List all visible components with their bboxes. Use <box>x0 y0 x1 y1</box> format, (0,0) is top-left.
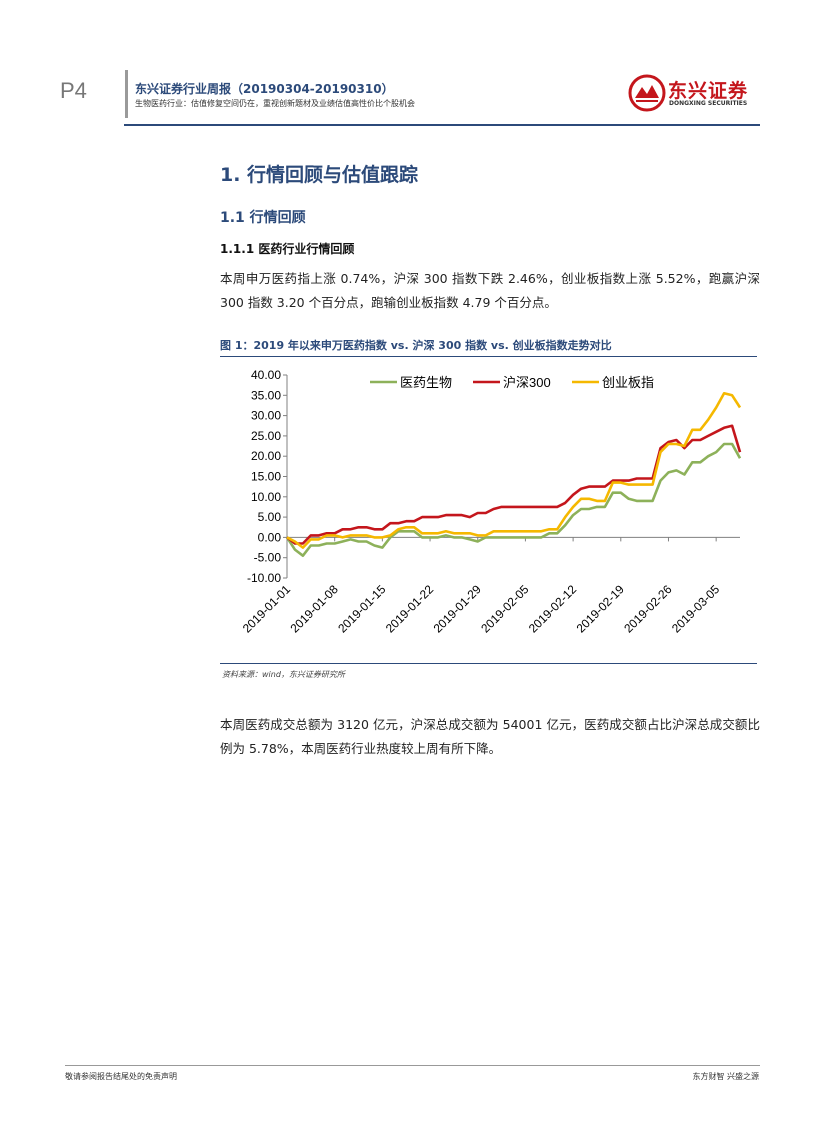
x-tick-label: 2019-01-01 <box>240 582 294 636</box>
footer-rule <box>65 1065 760 1066</box>
x-tick-label: 2019-01-29 <box>431 582 485 636</box>
y-tick-label: 40.00 <box>251 368 281 382</box>
footer-disclaimer: 敬请参阅报告结尾处的免责声明 <box>65 1072 177 1081</box>
legend-label: 医药生物 <box>400 375 452 390</box>
paragraph-turnover: 本周医药成交总额为 3120 亿元，沪深总成交额为 54001 亿元，医药成交额… <box>220 717 760 756</box>
x-tick-label: 2019-01-22 <box>383 582 437 636</box>
paragraph-market-review: 本周申万医药指上涨 0.74%，沪深 300 指数下跌 2.46%，创业板指数上… <box>220 271 760 310</box>
report-subtitle: 生物医药行业：估值修复空间仍在，重视创新题材及业绩估值高性价比个股机会 <box>135 99 415 108</box>
figure-rule-bottom <box>220 663 757 664</box>
y-tick-label: 35.00 <box>251 388 281 402</box>
series-line-2 <box>286 424 742 545</box>
y-tick-label: 20.00 <box>251 449 281 463</box>
figure-source: 资料来源：wind，东兴证券研究所 <box>222 670 345 679</box>
x-tick-label: 2019-02-12 <box>526 582 580 636</box>
trend-chart: 40.00 35.00 30.00 25.00 20.00 15.00 10.00 5.00 0… <box>240 368 742 636</box>
x-tick-label: 2019-02-19 <box>574 582 628 636</box>
x-tick-label: 2019-03-05 <box>669 582 723 636</box>
y-tick-label: 0.00 <box>258 530 282 544</box>
x-tick-label: 2019-02-05 <box>478 582 532 636</box>
section-heading-3: 1.1.1 医药行业行情回顾 <box>220 242 355 256</box>
legend-label: 创业板指 <box>602 375 654 390</box>
figure-title: 图 1：2019 年以来申万医药指数 vs. 沪深 300 指数 vs. 创业板… <box>220 339 612 352</box>
header-divider <box>125 70 128 118</box>
legend-label: 沪深300 <box>503 375 551 390</box>
y-tick-label: 30.00 <box>251 409 281 423</box>
figure-rule-top <box>220 356 757 357</box>
header-rule <box>124 124 760 126</box>
company-logo: 东兴证券 DONGXING SECURITIES <box>628 74 758 114</box>
y-tick-label: -5.00 <box>254 551 282 565</box>
section-heading-2: 1.1 行情回顾 <box>220 210 306 226</box>
y-tick-label: 15.00 <box>251 470 281 484</box>
y-tick-label: 25.00 <box>251 429 281 443</box>
x-tick-label: 2019-01-08 <box>287 582 341 636</box>
x-tick-label: 2019-02-26 <box>621 582 675 636</box>
y-tick-label: 10.00 <box>251 490 281 504</box>
report-title: 东兴证券行业周报（20190304-20190310） <box>135 82 394 96</box>
series-line-1 <box>285 442 742 557</box>
page-number: P4 <box>60 78 87 103</box>
footer-slogan: 东方财智 兴盛之源 <box>692 1072 759 1081</box>
y-tick-label: 5.00 <box>258 510 282 524</box>
logo-en-text: DONGXING SECURITIES <box>669 100 748 107</box>
y-tick-label: -10.00 <box>247 571 281 585</box>
logo-mark-icon <box>628 74 666 112</box>
logo-cn-text: 东兴证券 <box>668 80 749 102</box>
section-heading-1: 1. 行情回顾与估值跟踪 <box>220 164 419 186</box>
series-line-3 <box>286 391 742 549</box>
x-tick-label: 2019-01-15 <box>335 582 389 636</box>
